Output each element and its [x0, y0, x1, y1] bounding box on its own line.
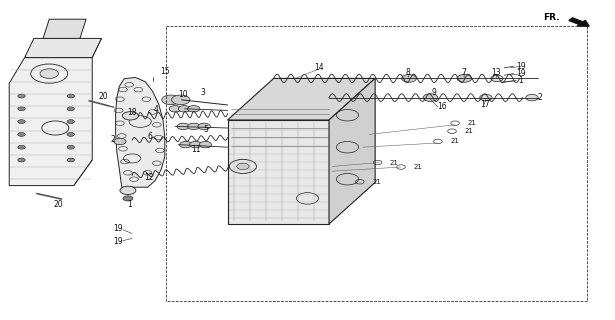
Circle shape — [67, 107, 74, 111]
Text: 4: 4 — [153, 105, 158, 114]
Circle shape — [526, 94, 538, 101]
Circle shape — [67, 132, 74, 136]
Text: 21: 21 — [464, 128, 473, 134]
Circle shape — [40, 69, 58, 78]
Text: 7: 7 — [461, 68, 466, 76]
Circle shape — [67, 145, 74, 149]
Circle shape — [172, 95, 190, 105]
Text: 6: 6 — [147, 132, 152, 140]
Circle shape — [188, 106, 200, 112]
Circle shape — [189, 141, 202, 148]
Circle shape — [67, 120, 74, 124]
Polygon shape — [116, 77, 165, 187]
Text: 16: 16 — [437, 102, 446, 111]
Circle shape — [67, 158, 74, 162]
Polygon shape — [228, 120, 329, 224]
Text: 11: 11 — [191, 145, 200, 154]
Text: 20: 20 — [54, 200, 63, 209]
Text: 9: 9 — [431, 88, 436, 97]
Text: FR.: FR. — [543, 13, 560, 22]
Circle shape — [18, 158, 25, 162]
Circle shape — [120, 186, 136, 195]
Circle shape — [18, 145, 25, 149]
Text: 21: 21 — [390, 160, 399, 165]
Polygon shape — [25, 38, 101, 58]
Circle shape — [423, 94, 438, 101]
Circle shape — [457, 75, 472, 82]
Circle shape — [169, 106, 181, 112]
Circle shape — [188, 123, 200, 130]
Text: 1: 1 — [518, 76, 523, 85]
Text: 18: 18 — [127, 108, 137, 116]
Text: 21: 21 — [413, 164, 422, 170]
Text: 5: 5 — [204, 125, 208, 134]
Circle shape — [199, 141, 212, 148]
Text: 17: 17 — [480, 100, 490, 108]
Text: 19: 19 — [113, 237, 123, 246]
Text: 21: 21 — [372, 179, 381, 185]
Text: 19: 19 — [516, 62, 526, 71]
Text: 15: 15 — [160, 67, 170, 76]
Circle shape — [480, 94, 492, 101]
Circle shape — [18, 132, 25, 136]
Circle shape — [67, 94, 74, 98]
Text: 14: 14 — [314, 63, 323, 72]
Text: 8: 8 — [405, 68, 410, 77]
Text: 12: 12 — [145, 173, 154, 182]
Circle shape — [177, 123, 189, 130]
Text: 2: 2 — [538, 93, 542, 102]
Circle shape — [18, 94, 25, 98]
Polygon shape — [43, 19, 86, 38]
Circle shape — [18, 120, 25, 124]
Text: 13: 13 — [491, 68, 501, 77]
Text: 20: 20 — [98, 92, 108, 100]
FancyArrow shape — [569, 18, 589, 26]
Circle shape — [114, 138, 126, 145]
Circle shape — [198, 123, 210, 130]
Polygon shape — [228, 78, 375, 120]
Text: 21: 21 — [450, 139, 459, 144]
Text: 2: 2 — [110, 135, 115, 144]
Polygon shape — [329, 78, 375, 224]
Circle shape — [122, 112, 138, 120]
Polygon shape — [9, 58, 92, 186]
Circle shape — [162, 95, 180, 105]
Text: 10: 10 — [178, 90, 188, 99]
Text: 1: 1 — [127, 200, 132, 209]
Circle shape — [180, 141, 192, 148]
Text: 21: 21 — [467, 120, 476, 126]
Text: 19: 19 — [516, 69, 526, 78]
Circle shape — [237, 163, 249, 170]
Text: 3: 3 — [200, 88, 205, 97]
Circle shape — [18, 107, 25, 111]
Circle shape — [491, 75, 503, 82]
Circle shape — [402, 75, 416, 82]
Circle shape — [123, 196, 133, 201]
Circle shape — [178, 106, 191, 112]
Text: 19: 19 — [113, 224, 123, 233]
